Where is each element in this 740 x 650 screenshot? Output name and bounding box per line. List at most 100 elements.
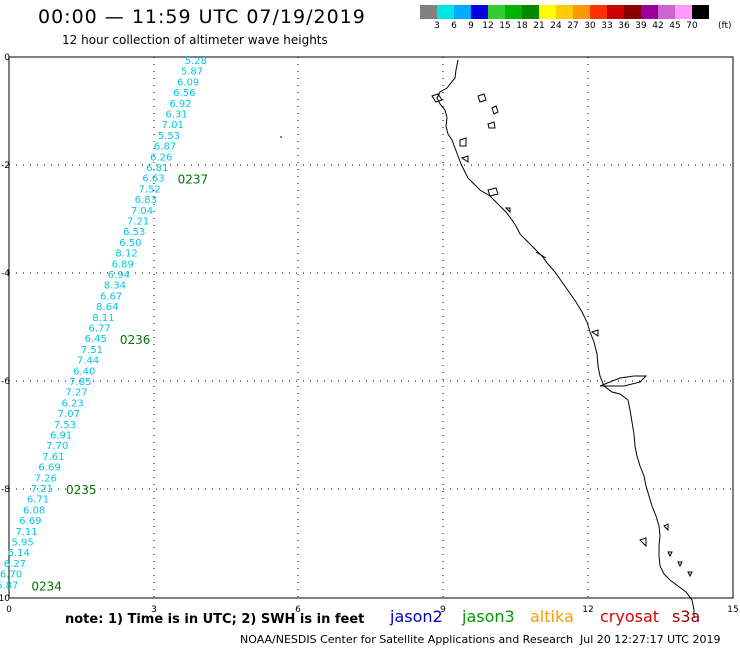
credit-text: NOAA/NESDIS Center for Satellite Applica… (240, 633, 574, 646)
color-scale-label: 27 (567, 21, 579, 31)
color-swatch (437, 5, 454, 19)
wave-height-label: 6.63 (142, 174, 164, 185)
color-swatch (556, 5, 573, 19)
wave-height-label: 6.27 (4, 559, 26, 570)
wave-height-label: 6.67 (100, 291, 122, 302)
color-scale-label: 42 (652, 21, 664, 31)
x-tick-label: 3 (151, 605, 157, 615)
pass-time-label: 0234 (31, 579, 62, 593)
wave-height-label: 5.53 (158, 131, 180, 142)
color-swatch (624, 5, 641, 19)
wave-height-label: 6.77 (88, 324, 110, 335)
y-tick-label: -6 (1, 377, 10, 387)
color-scale-unit: (ft) (718, 21, 732, 31)
wave-height-label: 5.28 (185, 56, 207, 67)
mission-label-s3a: s3a (672, 607, 701, 626)
wave-height-label: 6.71 (27, 495, 49, 506)
wave-height-label: 6.91 (50, 431, 72, 442)
wave-height-label: 6.23 (62, 398, 84, 409)
wave-height-label: 8.34 (104, 281, 126, 292)
pass-time-label: 0237 (178, 173, 209, 187)
color-scale-label: 39 (635, 21, 647, 31)
wave-height-label: 7.85 (69, 377, 91, 388)
coastline-islands (280, 93, 693, 578)
wave-height-label: 6.69 (38, 463, 60, 474)
color-swatch (488, 5, 505, 19)
color-scale-label: 21 (533, 21, 545, 31)
mission-label-altika: altika (530, 607, 574, 626)
wave-height-label: 7.44 (77, 356, 99, 367)
wave-height-label: 7.21 (31, 484, 53, 495)
wave-height-label: 6.45 (85, 334, 107, 345)
wave-height-label: 8.11 (92, 313, 114, 324)
wave-height-label: 7.61 (42, 452, 64, 463)
mission-label-jason2: jason2 (390, 607, 443, 626)
wave-height-label: 5.87 (181, 67, 203, 78)
wave-height-label: 7.04 (131, 206, 153, 217)
y-tick-label: -2 (1, 161, 10, 171)
map-grid: 0 3 6 9 12 15 0 -2 -4 -6 -8 -10 (0, 53, 739, 615)
mission-label-cryosat: cryosat (600, 607, 660, 626)
wave-height-label: 7.51 (81, 345, 103, 356)
wave-height-label: 6.50 (119, 238, 141, 249)
color-scale-label: 45 (669, 21, 681, 31)
wave-height-label: 7.01 (162, 120, 184, 131)
color-scale-label: 30 (584, 21, 596, 31)
wave-height-label: 8.12 (115, 249, 137, 260)
color-swatch (675, 5, 692, 19)
x-tick-label: 9 (440, 605, 446, 615)
color-swatch (607, 5, 624, 19)
x-tick-label: 12 (582, 605, 593, 615)
wave-height-label: 6.87 (0, 580, 18, 591)
satellite-track: 5.285.876.096.566.926.317.015.536.876.26… (0, 56, 208, 593)
wave-height-label: 6.40 (73, 366, 95, 377)
wave-height-label: 6.81 (146, 163, 168, 174)
generated-timestamp: Jul 20 12:27:17 UTC 2019 (580, 633, 721, 646)
wave-height-label: 6.09 (177, 77, 199, 88)
color-scale-label: 33 (601, 21, 613, 31)
mission-label-jason3: jason3 (462, 607, 515, 626)
wave-height-label: 6.87 (154, 142, 176, 153)
color-scale-label: 70 (686, 21, 698, 31)
color-swatch (573, 5, 590, 19)
wave-height-label: 6.56 (173, 88, 195, 99)
coastline (436, 59, 695, 618)
wave-height-label: 6.69 (19, 516, 41, 527)
wave-height-label: 6.26 (150, 152, 172, 163)
color-scale-label: 6 (451, 21, 457, 31)
wave-height-label: 7.07 (58, 409, 80, 420)
wave-height-label: 7.26 (35, 473, 57, 484)
color-swatch (454, 5, 471, 19)
y-tick-label: 0 (4, 53, 10, 63)
wave-height-label: 6.31 (165, 110, 187, 121)
x-tick-label: 6 (295, 605, 301, 615)
color-swatch (522, 5, 539, 19)
wave-height-label: 6.94 (108, 270, 130, 281)
wave-height-label: 6.14 (8, 548, 30, 559)
color-scale-label: 3 (434, 21, 440, 31)
color-swatch (505, 5, 522, 19)
color-swatch (471, 5, 488, 19)
page-subtitle: 12 hour collection of altimeter wave hei… (62, 33, 328, 47)
color-swatch (539, 5, 556, 19)
color-scale-label: 36 (618, 21, 630, 31)
pass-time-label: 0236 (120, 333, 151, 347)
map-frame (8, 56, 734, 599)
wave-height-label: 6.89 (112, 259, 134, 270)
wave-height-label: 6.08 (23, 505, 45, 516)
color-swatch (590, 5, 607, 19)
color-scale (420, 5, 709, 19)
note-text: note: 1) Time is in UTC; 2) SWH is in fe… (65, 612, 365, 627)
color-scale-label: 12 (482, 21, 494, 31)
color-swatch (658, 5, 675, 19)
y-tick-label: -4 (1, 269, 10, 279)
wave-height-label: 8.64 (96, 302, 118, 313)
pass-time-label: 0235 (66, 483, 97, 497)
wave-height-label: 6.92 (169, 99, 191, 110)
wave-height-label: 6.53 (123, 227, 145, 238)
wave-height-label: 7.53 (54, 420, 76, 431)
page-title: 00:00 — 11:59 UTC 07/19/2019 (38, 6, 366, 28)
y-tick-label: -10 (0, 594, 10, 604)
wave-height-label: 7.70 (46, 441, 68, 452)
